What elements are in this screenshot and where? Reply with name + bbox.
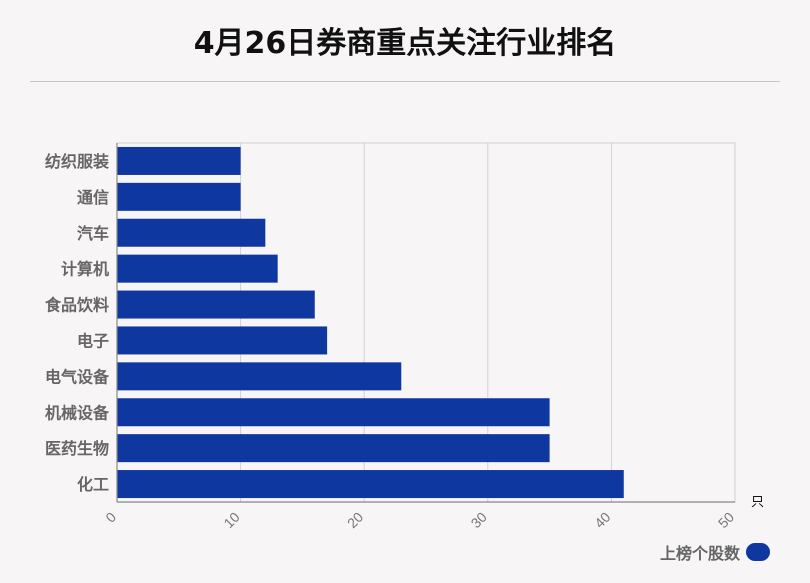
category-label: 通信 xyxy=(77,188,109,207)
x-tick-label: 10 xyxy=(220,509,242,531)
category-label: 机械设备 xyxy=(45,403,110,422)
bar[interactable] xyxy=(117,290,315,319)
x-tick-label: 50 xyxy=(715,509,737,531)
bar[interactable] xyxy=(117,398,550,427)
category-label: 医药生物 xyxy=(45,439,109,458)
legend: 上榜个股数 xyxy=(660,540,770,564)
bar[interactable] xyxy=(117,434,550,463)
bar[interactable] xyxy=(117,326,328,355)
category-label: 食品饮料 xyxy=(44,296,109,315)
title-divider xyxy=(30,81,780,82)
bar[interactable] xyxy=(117,182,241,211)
bar[interactable] xyxy=(117,470,624,499)
category-label: 化工 xyxy=(77,475,109,494)
bar[interactable] xyxy=(117,362,402,391)
category-label: 电子 xyxy=(77,331,109,350)
bar[interactable] xyxy=(117,146,241,175)
x-tick-label: 0 xyxy=(102,509,119,526)
category-label: 计算机 xyxy=(61,260,109,279)
x-tick-labels: 0 10 20 30 40 50 xyxy=(102,509,737,531)
x-tick-label: 20 xyxy=(344,509,366,531)
bar[interactable] xyxy=(117,218,266,247)
bar[interactable] xyxy=(117,254,278,283)
legend-swatch[interactable] xyxy=(746,543,770,561)
x-tick-label: 30 xyxy=(468,509,490,531)
bars xyxy=(117,146,624,499)
x-unit-label: 只 xyxy=(751,495,764,510)
category-label: 电气设备 xyxy=(45,367,110,386)
legend-label: 上榜个股数 xyxy=(659,544,740,563)
chart-title: 4月26日券商重点关注行业排名 xyxy=(193,26,617,61)
x-tick-label: 40 xyxy=(591,509,613,531)
category-label: 纺织服装 xyxy=(45,152,109,171)
category-label: 汽车 xyxy=(77,224,109,243)
